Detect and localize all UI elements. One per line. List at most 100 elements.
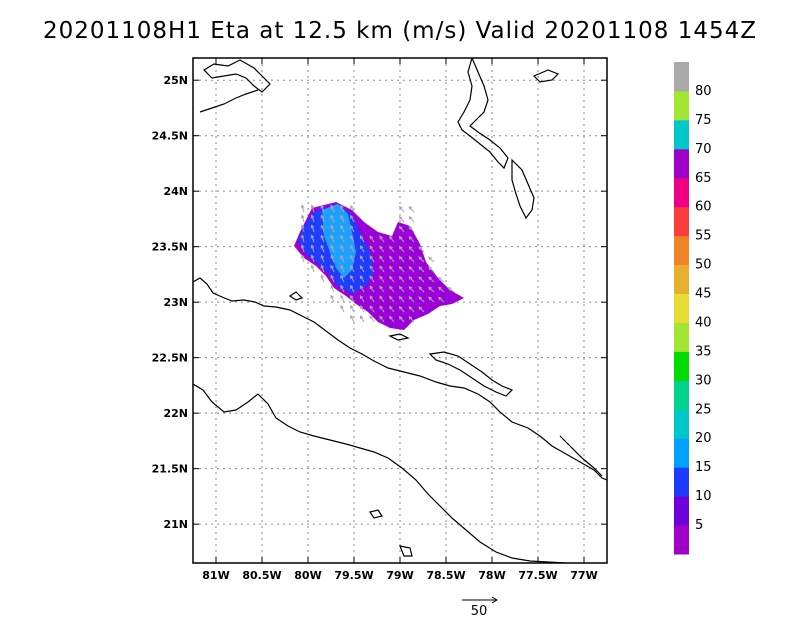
- colorbar-segment: [674, 62, 689, 92]
- wind-vector: [330, 295, 335, 303]
- wind-vector: [408, 276, 415, 283]
- wind-vector-head: [369, 255, 374, 260]
- colorbar-label: 70: [695, 142, 712, 157]
- wind-vector-head: [408, 226, 413, 230]
- wind-vector: [399, 276, 405, 283]
- wind-vector: [311, 205, 315, 213]
- wind-vector-head: [350, 274, 354, 279]
- colorbar-label: 75: [695, 113, 712, 128]
- wind-vector: [359, 305, 365, 313]
- wind-vector-head: [437, 296, 442, 301]
- wind-vector: [340, 285, 345, 293]
- colorbar-segment: [674, 177, 689, 208]
- colorbar-label: 15: [695, 460, 712, 475]
- wind-vector-head: [418, 286, 423, 291]
- wind-vector-head: [340, 274, 344, 279]
- coastline: [457, 58, 509, 170]
- wind-vector-head: [359, 275, 364, 279]
- wind-vector-head: [340, 234, 344, 239]
- wind-vector: [320, 205, 325, 213]
- wind-vector: [389, 236, 395, 243]
- coastline: [369, 509, 383, 519]
- wind-vector: [408, 206, 415, 213]
- wind-vector-head: [320, 264, 325, 269]
- wind-vector-head: [359, 305, 364, 309]
- wind-vector: [399, 216, 405, 223]
- wind-vector-head: [398, 305, 403, 310]
- colorbar-label: 20: [695, 431, 712, 446]
- coastlines: [193, 58, 607, 563]
- wind-vector-head: [379, 245, 383, 250]
- wind-vector: [389, 316, 395, 323]
- wind-vector: [408, 216, 415, 223]
- wind-vector: [389, 256, 395, 263]
- wind-vector: [320, 265, 325, 273]
- wind-vector-head: [389, 265, 393, 270]
- wind-vector: [301, 215, 305, 223]
- wind-vector: [379, 295, 385, 303]
- wind-vector: [379, 265, 385, 273]
- wind-vector: [418, 256, 425, 263]
- wind-vector-head: [359, 295, 364, 299]
- wind-vector-head: [350, 234, 354, 239]
- wind-vector-head: [300, 244, 305, 249]
- colorbar-label: 65: [695, 171, 712, 186]
- wind-vector: [330, 275, 335, 283]
- wind-vector-head: [408, 256, 413, 260]
- wind-vector-head: [330, 294, 334, 299]
- wind-vector-head: [340, 204, 344, 209]
- wind-vector: [389, 286, 395, 293]
- wind-region-strong: [322, 204, 356, 278]
- wind-vector: [350, 245, 355, 253]
- wind-speed-field: [294, 202, 464, 330]
- wind-vector: [359, 245, 365, 253]
- wind-vector: [399, 236, 405, 243]
- wind-vector-head: [330, 244, 334, 249]
- wind-vector: [428, 286, 435, 293]
- wind-vector: [369, 235, 375, 243]
- wind-vector-head: [359, 245, 364, 249]
- wind-vector-head: [408, 286, 413, 290]
- x-tick-label: 78W: [478, 569, 505, 582]
- wind-vector-head: [408, 276, 413, 280]
- wind-vector: [340, 255, 345, 263]
- wind-vector: [311, 255, 315, 263]
- wind-vector-head: [359, 235, 364, 239]
- y-tick-label: 21N: [163, 518, 188, 531]
- colorbar-segment: [674, 90, 689, 121]
- wind-vector: [389, 296, 395, 303]
- wind-vector-head: [428, 256, 432, 261]
- wind-vector-head: [418, 246, 423, 251]
- wind-vector: [350, 295, 355, 303]
- wind-vector-head: [300, 234, 305, 239]
- wind-vector: [418, 266, 425, 273]
- map-axes: 81W 80.5W 80W 79.5W 79W 78.5W 78W 77.5W 77W 25N 24…: [152, 58, 607, 582]
- wind-vector-head: [408, 266, 413, 270]
- wind-vector: [369, 255, 375, 263]
- wind-vector-head: [428, 266, 432, 271]
- wind-vector-head: [369, 235, 374, 240]
- wind-vector: [340, 305, 345, 313]
- chart-title: 20201108H1 Eta at 12.5 km (m/s) Valid 20…: [42, 18, 758, 44]
- wind-vector: [350, 255, 355, 263]
- wind-vector-head: [310, 204, 315, 209]
- wind-vector: [418, 246, 425, 253]
- wind-vector: [311, 265, 315, 273]
- wind-vector-head: [398, 225, 403, 230]
- coastline: [532, 69, 560, 83]
- wind-vector-head: [379, 295, 383, 300]
- colorbar-label: 40: [695, 315, 712, 330]
- wind-vector-head: [330, 264, 334, 269]
- wind-vector: [350, 225, 355, 233]
- wind-vector-head: [428, 296, 432, 301]
- wind-vector: [379, 275, 385, 283]
- wind-vector: [408, 286, 415, 293]
- wind-vector: [359, 255, 365, 263]
- colorbar-segment: [674, 409, 689, 439]
- wind-vector-head: [310, 264, 315, 269]
- wind-vector-head: [350, 224, 354, 229]
- y-tick-label: 24N: [163, 185, 188, 198]
- wind-vector: [320, 255, 325, 263]
- wind-vector-head: [379, 255, 383, 260]
- wind-vector-head: [408, 246, 413, 250]
